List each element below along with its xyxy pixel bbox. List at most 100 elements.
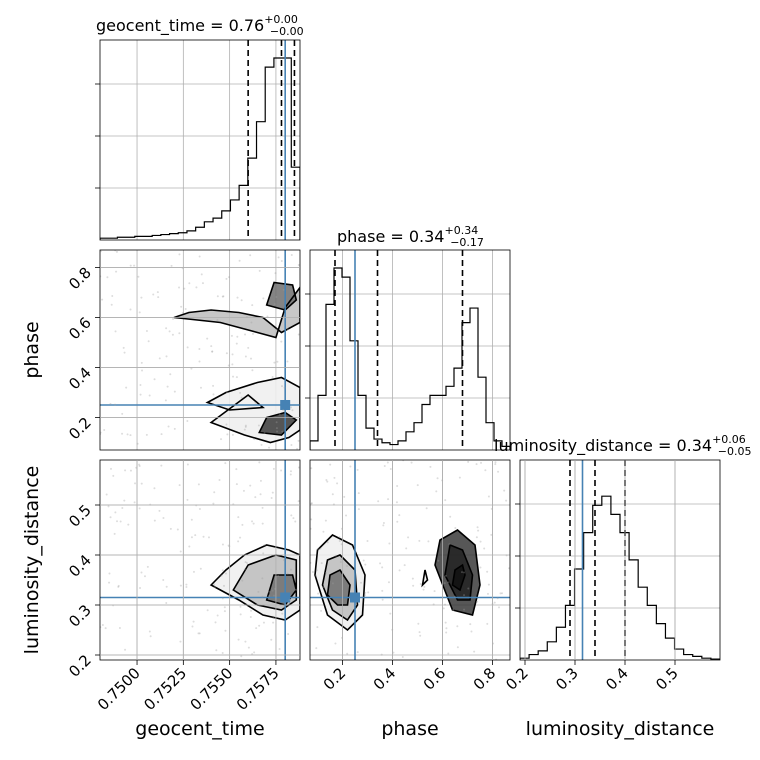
sample-point bbox=[129, 434, 132, 437]
sample-point bbox=[123, 351, 126, 354]
sample-point bbox=[449, 515, 452, 518]
density-fill bbox=[327, 570, 350, 605]
sample-point bbox=[381, 589, 384, 592]
sample-point bbox=[165, 355, 168, 358]
sample-point bbox=[291, 409, 294, 412]
sample-point bbox=[276, 360, 279, 363]
sample-point bbox=[251, 332, 254, 335]
sample-point bbox=[225, 352, 228, 355]
sample-point bbox=[292, 517, 295, 520]
sample-point bbox=[398, 514, 401, 517]
sample-point bbox=[458, 476, 461, 479]
sample-point bbox=[216, 614, 219, 617]
sample-point bbox=[220, 574, 223, 577]
sample-point bbox=[377, 500, 380, 503]
sample-point bbox=[255, 627, 258, 630]
sample-point bbox=[388, 542, 391, 545]
x-tick-label: 0.8 bbox=[470, 664, 500, 694]
sample-point bbox=[296, 447, 299, 450]
sample-point bbox=[190, 518, 193, 521]
sample-point bbox=[463, 594, 466, 597]
sample-point bbox=[250, 321, 253, 324]
sample-point bbox=[448, 543, 451, 546]
sample-point bbox=[417, 622, 420, 625]
x-tick-label: 0.4 bbox=[370, 664, 400, 694]
sample-point bbox=[169, 527, 172, 530]
sample-point bbox=[113, 532, 116, 535]
sample-point bbox=[153, 378, 156, 381]
sample-point bbox=[480, 461, 483, 464]
panel-content bbox=[310, 250, 510, 450]
sample-point bbox=[382, 522, 385, 525]
sample-point bbox=[140, 482, 143, 485]
sample-point bbox=[425, 507, 428, 510]
x-tick-label: 0.2 bbox=[320, 664, 350, 694]
sample-point bbox=[165, 327, 168, 330]
sample-point bbox=[405, 547, 408, 550]
sample-point bbox=[226, 391, 229, 394]
sample-point bbox=[216, 295, 219, 298]
density-fill bbox=[259, 412, 297, 435]
sample-point bbox=[223, 610, 226, 613]
sample-point bbox=[169, 373, 172, 376]
sample-point bbox=[395, 501, 398, 504]
sample-point bbox=[220, 438, 223, 441]
sample-point bbox=[173, 390, 176, 393]
x-tick-label: 0.6 bbox=[420, 664, 450, 694]
sample-point bbox=[235, 468, 238, 471]
sample-point bbox=[278, 413, 281, 416]
sample-point bbox=[396, 484, 399, 487]
sample-point bbox=[119, 520, 122, 523]
sample-point bbox=[114, 511, 117, 514]
sample-point bbox=[244, 355, 247, 358]
sample-point bbox=[320, 562, 323, 565]
sample-point bbox=[139, 586, 142, 589]
sample-point bbox=[259, 479, 262, 482]
sample-point bbox=[224, 629, 227, 632]
sample-point bbox=[349, 465, 352, 468]
sample-point bbox=[252, 522, 255, 525]
sample-point bbox=[261, 595, 264, 598]
sample-point bbox=[443, 582, 446, 585]
sample-point bbox=[129, 264, 132, 267]
sample-point bbox=[138, 311, 141, 314]
panel-hist-luminosity-distance: 0.2 0.3 0.4 0.5 bbox=[502, 459, 721, 694]
sample-point bbox=[190, 536, 193, 539]
sample-point bbox=[338, 536, 341, 539]
sample-point bbox=[460, 571, 463, 574]
sample-point bbox=[297, 264, 300, 267]
sample-point bbox=[251, 520, 254, 523]
title-phase-minus: −0.17 bbox=[450, 236, 484, 249]
sample-point bbox=[316, 626, 319, 629]
sample-point bbox=[416, 484, 419, 487]
sample-point bbox=[250, 357, 253, 360]
sample-point bbox=[311, 570, 314, 573]
sample-point bbox=[200, 273, 203, 276]
sample-point bbox=[124, 648, 127, 651]
sample-point bbox=[244, 561, 247, 564]
sample-point bbox=[297, 333, 300, 336]
sample-point bbox=[338, 540, 341, 543]
title-geocent-time-minus: −0.00 bbox=[270, 25, 304, 38]
sample-point bbox=[235, 376, 238, 379]
sample-point bbox=[165, 585, 168, 588]
sample-point bbox=[356, 468, 359, 471]
sample-point bbox=[104, 627, 107, 630]
sample-point bbox=[221, 569, 224, 572]
sample-point bbox=[147, 340, 150, 343]
sample-point bbox=[290, 514, 293, 517]
sample-point bbox=[139, 383, 142, 386]
sample-point bbox=[326, 480, 329, 483]
sample-point bbox=[237, 638, 240, 641]
contour-level bbox=[232, 554, 298, 611]
title-geocent-time: geocent_time = 0.76+0.00 −0.00 bbox=[96, 13, 304, 38]
sample-point bbox=[381, 598, 384, 601]
sample-point bbox=[334, 642, 337, 645]
contour-level bbox=[258, 411, 298, 436]
sample-point bbox=[241, 579, 244, 582]
sample-point bbox=[152, 293, 155, 296]
sample-point bbox=[225, 572, 228, 575]
sample-point bbox=[198, 347, 201, 350]
sample-point bbox=[454, 527, 457, 530]
